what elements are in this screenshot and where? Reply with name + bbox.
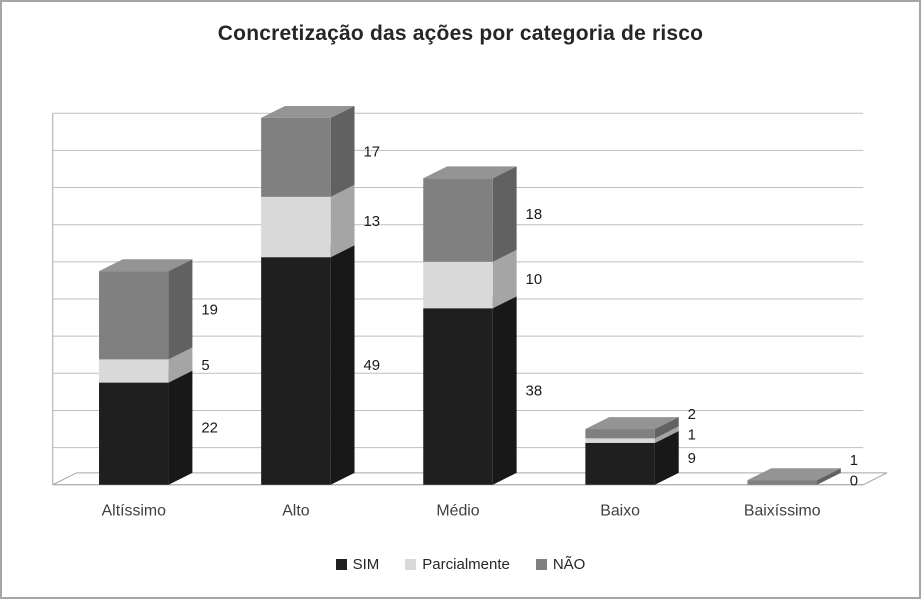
legend-marker (535, 558, 547, 570)
legend-item-2: NÃO (535, 555, 586, 573)
bar-segment (585, 442, 655, 485)
data-label: 1 (850, 453, 858, 469)
category-label: Baixíssimo (744, 503, 821, 520)
category-label: Baixo (600, 503, 640, 520)
bar-segment (99, 271, 169, 360)
bar-segment (99, 359, 169, 383)
data-label: 2 (688, 407, 696, 423)
bar-segment-side (492, 249, 517, 309)
bar-segment (585, 429, 655, 439)
bar-segment (423, 308, 493, 485)
data-label: 0 (850, 474, 858, 490)
data-label: 13 (363, 214, 380, 230)
bar-segment-side (168, 370, 193, 485)
bar-segment-side (168, 259, 193, 360)
bar-segment (261, 257, 331, 485)
category-label: Altíssimo (102, 503, 167, 520)
category-label: Médio (436, 503, 479, 520)
chart-title: Concretização das ações por categoria de… (217, 22, 704, 45)
bar-segment-side (492, 296, 517, 485)
data-label: 10 (526, 272, 543, 288)
bar-segment (747, 480, 818, 485)
bar-segment-top (585, 417, 679, 430)
bar-segment (585, 438, 655, 443)
data-label: 17 (363, 144, 380, 160)
legend-marker (335, 558, 347, 570)
bar-segment-side (817, 468, 841, 485)
bar-segment (423, 178, 493, 262)
legend-marker (405, 558, 417, 570)
bar-segment-top (747, 468, 841, 481)
bar-segment-side (654, 431, 679, 485)
bar-segment-side (330, 184, 355, 258)
bar-segment (99, 382, 169, 485)
bar-segment-top (99, 259, 193, 272)
data-label: 9 (688, 451, 696, 467)
bar-segment-side (330, 245, 355, 485)
bar-segment-side (168, 347, 193, 383)
data-label: 5 (201, 358, 209, 374)
data-label: 22 (201, 421, 218, 437)
bar-segment (261, 196, 331, 258)
data-label: 19 (201, 302, 218, 318)
legend-label: NÃO (552, 555, 586, 573)
bar-segment-side (654, 426, 679, 443)
chart-legend: SIM Parcialmente NÃO (2, 551, 919, 577)
bar-segment-top (423, 166, 517, 179)
data-label: 38 (526, 384, 543, 400)
bar-segment (261, 117, 331, 197)
legend-label: SIM (352, 555, 380, 573)
bar-segment (423, 261, 493, 309)
legend-item-1: Parcialmente (405, 556, 510, 573)
data-label: 49 (363, 358, 380, 374)
bar-segment-top (261, 105, 355, 118)
bar-segment-side (492, 166, 517, 262)
bar-segment-side (330, 105, 355, 197)
category-label: Alto (282, 503, 310, 520)
legend-item-0: SIM (335, 555, 380, 573)
bar-segment-side (654, 417, 679, 439)
data-label: 1 (688, 428, 696, 444)
legend-label: Parcialmente (422, 555, 510, 573)
data-label: 18 (526, 207, 543, 223)
